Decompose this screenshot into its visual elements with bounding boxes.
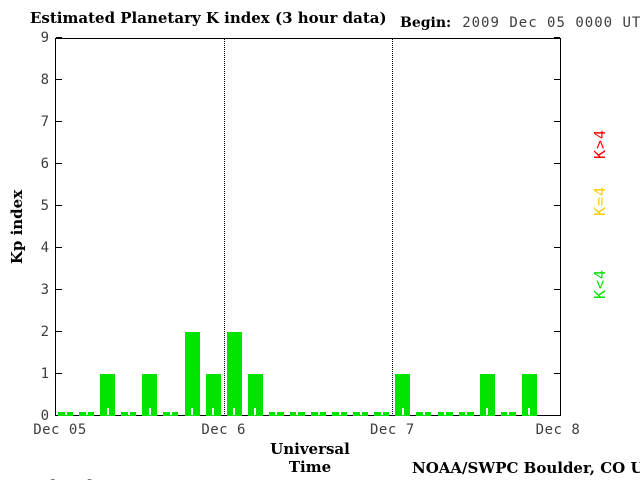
day-boundary-line xyxy=(223,38,225,416)
bar-center-notch xyxy=(401,408,404,415)
bar-center-notch xyxy=(148,408,151,415)
y-axis-tick-right xyxy=(554,415,560,416)
y-axis-tick-right xyxy=(554,247,560,248)
bar-center-notch xyxy=(444,408,447,415)
y-axis-tick-right xyxy=(554,331,560,332)
y-axis-tick-label: 2 xyxy=(40,324,49,340)
bar xyxy=(247,374,263,416)
bar-center-notch xyxy=(127,408,130,415)
y-axis-tick-label: 3 xyxy=(40,282,49,298)
x-axis-tick-label: Dec 05 xyxy=(33,422,87,438)
x-axis-tick-label: Dec 8 xyxy=(535,422,581,438)
y-axis-tick-left xyxy=(56,121,62,122)
y-axis-tick-left xyxy=(56,79,62,80)
bar-center-notch xyxy=(212,408,215,415)
bar-center-notch xyxy=(106,408,109,415)
begin-line: Begin: 2009 Dec 05 0000 UTC xyxy=(400,15,640,31)
bar-center-notch xyxy=(317,408,320,415)
y-axis-tick-label: 0 xyxy=(40,408,49,424)
bar-center-notch xyxy=(296,408,299,415)
bar xyxy=(100,374,116,416)
y-axis-tick-left xyxy=(56,163,62,164)
day-boundary-line xyxy=(392,38,394,416)
begin-label: Begin: xyxy=(400,15,452,31)
bar-center-notch xyxy=(233,408,236,415)
y-axis-tick-label: 4 xyxy=(40,240,49,256)
y-axis-tick-right xyxy=(554,37,560,38)
y-axis-tick-left xyxy=(56,373,62,374)
x-axis-tick-label: Dec 7 xyxy=(370,422,415,438)
updated-line: Updated 2009 Dec 7 23:00:02 UTC xyxy=(3,459,319,480)
bar-center-notch xyxy=(528,408,531,415)
bar xyxy=(479,374,495,416)
bar-center-notch xyxy=(191,408,194,415)
y-axis-tick-right xyxy=(554,205,560,206)
y-axis-tick-label: 7 xyxy=(40,114,49,130)
bar-center-notch xyxy=(338,408,341,415)
bar-center-notch xyxy=(422,408,425,415)
y-axis-tick-right xyxy=(554,163,560,164)
y-axis-tick-left xyxy=(56,289,62,290)
legend-item-k-gt-4: K>4 xyxy=(591,128,609,160)
bar-center-notch xyxy=(486,408,489,415)
bar-center-notch xyxy=(169,408,172,415)
y-axis-tick-label: 1 xyxy=(40,366,49,382)
legend-item-k-eq-4: K=4 xyxy=(591,185,609,217)
y-axis-tick-label: 6 xyxy=(40,156,49,172)
plot-area xyxy=(55,38,561,416)
bar-center-notch xyxy=(85,408,88,415)
y-axis-tick-left xyxy=(56,247,62,248)
y-axis-tick-right xyxy=(554,373,560,374)
y-axis-tick-left xyxy=(56,37,62,38)
y-axis-tick-label: 8 xyxy=(40,72,49,88)
y-axis-tick-right xyxy=(554,121,560,122)
y-axis-tick-label: 5 xyxy=(40,198,49,214)
bar-center-notch xyxy=(465,408,468,415)
y-axis-tick-right xyxy=(554,79,560,80)
bar xyxy=(395,374,411,416)
y-axis-tick-left xyxy=(56,331,62,332)
bar-center-notch xyxy=(275,408,278,415)
updated-label: Updated xyxy=(22,477,93,480)
y-axis-tick-right xyxy=(554,289,560,290)
x-axis-tick-label: Dec 6 xyxy=(201,422,246,438)
chart-title: Estimated Planetary K index (3 hour data… xyxy=(30,9,387,27)
bar-center-notch xyxy=(254,408,257,415)
legend-item-k-lt-4: K<4 xyxy=(591,268,609,300)
bar xyxy=(226,332,242,416)
bar-center-notch xyxy=(507,408,510,415)
bar-center-notch xyxy=(359,408,362,415)
bar-center-notch xyxy=(380,408,383,415)
y-axis-tick-left xyxy=(56,205,62,206)
y-axis-tick-label: 9 xyxy=(40,30,49,46)
bar xyxy=(521,374,537,416)
begin-value: 2009 Dec 05 0000 UTC xyxy=(462,15,640,31)
bar-center-notch xyxy=(64,408,67,415)
y-axis-title: Kp index xyxy=(8,189,26,265)
credit-text: NOAA/SWPC Boulder, CO USA xyxy=(412,459,640,477)
bar xyxy=(184,332,200,416)
bar xyxy=(205,374,221,416)
bar xyxy=(142,374,158,416)
x-axis-title: Universal Time xyxy=(270,440,350,476)
